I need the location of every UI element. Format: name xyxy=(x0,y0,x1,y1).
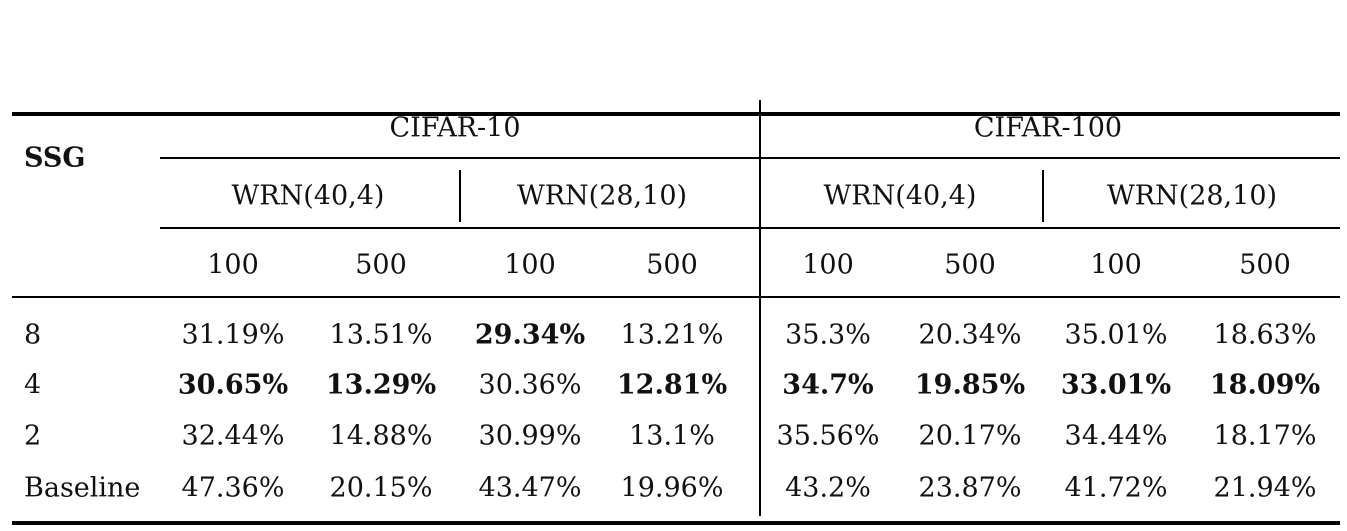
bottom-rule xyxy=(12,521,1340,525)
row-label: 4 xyxy=(24,369,42,401)
labels-header: 500 xyxy=(944,249,996,281)
model-header: WRN(40,4) xyxy=(231,180,385,212)
table-cell: 34.7% xyxy=(782,369,874,401)
table-cell: 21.94% xyxy=(1213,472,1317,504)
table-cell: 18.63% xyxy=(1213,319,1317,351)
table-cell: 20.34% xyxy=(918,319,1022,351)
model-header: WRN(40,4) xyxy=(823,180,977,212)
table-cell: 31.19% xyxy=(181,319,285,351)
row-label: Baseline xyxy=(24,472,141,504)
table-cell: 43.2% xyxy=(785,472,871,504)
row-label: 8 xyxy=(24,319,42,351)
table-cell: 29.34% xyxy=(474,319,586,351)
row-label: 2 xyxy=(24,420,42,452)
table-cell: 19.96% xyxy=(620,472,724,504)
model-divider-c10 xyxy=(459,170,461,222)
labels-header: 500 xyxy=(1239,249,1291,281)
model-header: WRN(28,10) xyxy=(1106,180,1278,212)
header-rule xyxy=(12,296,1340,298)
table-cell: 14.88% xyxy=(329,420,433,452)
row-header: SSG xyxy=(24,142,86,174)
model-header: WRN(28,10) xyxy=(516,180,688,212)
table-cell: 18.09% xyxy=(1209,369,1321,401)
table-cell: 13.1% xyxy=(629,420,715,452)
table-cell: 30.36% xyxy=(478,369,582,401)
labels-header: 100 xyxy=(504,249,556,281)
model-divider-c100 xyxy=(1042,170,1044,222)
labels-header: 500 xyxy=(355,249,407,281)
table-cell: 41.72% xyxy=(1064,472,1168,504)
dataset-header: CIFAR-100 xyxy=(973,112,1123,144)
table-cell: 32.44% xyxy=(181,420,285,452)
table-cell: 13.29% xyxy=(325,369,437,401)
labels-header: 100 xyxy=(1090,249,1142,281)
top-rule xyxy=(12,112,1340,116)
table-cell: 35.01% xyxy=(1064,319,1168,351)
table-cell: 13.21% xyxy=(620,319,724,351)
table-cell: 43.47% xyxy=(478,472,582,504)
table-cell: 12.81% xyxy=(616,369,728,401)
table-cell: 34.44% xyxy=(1064,420,1168,452)
table-cell: 23.87% xyxy=(918,472,1022,504)
table-cell: 20.17% xyxy=(918,420,1022,452)
model-cmidrule xyxy=(160,227,1340,229)
table-cell: 19.85% xyxy=(914,369,1026,401)
dataset-cmidrule xyxy=(160,157,1340,159)
table-cell: 30.65% xyxy=(177,369,289,401)
table-cell: 18.17% xyxy=(1213,420,1317,452)
table-cell: 13.51% xyxy=(329,319,433,351)
dataset-divider xyxy=(759,100,761,516)
table-cell: 35.3% xyxy=(785,319,871,351)
labels-header: 100 xyxy=(802,249,854,281)
table-cell: 20.15% xyxy=(329,472,433,504)
table-cell: 30.99% xyxy=(478,420,582,452)
table-cell: 47.36% xyxy=(181,472,285,504)
table-cell: 33.01% xyxy=(1060,369,1172,401)
labels-header: 100 xyxy=(207,249,259,281)
labels-header: 500 xyxy=(646,249,698,281)
dataset-header: CIFAR-10 xyxy=(389,112,521,144)
table-cell: 35.56% xyxy=(776,420,880,452)
